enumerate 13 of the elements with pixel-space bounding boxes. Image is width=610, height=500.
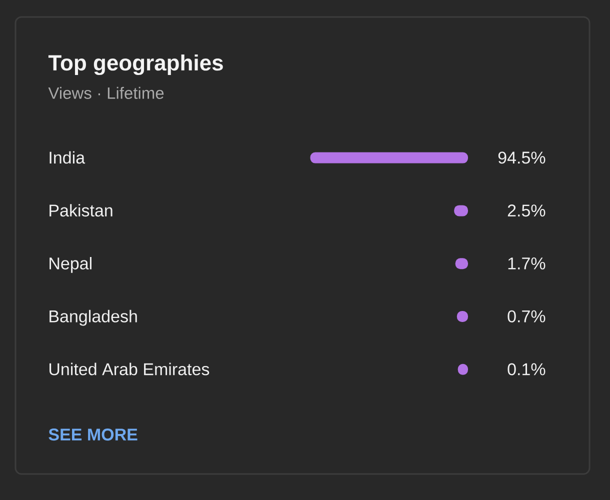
text: Top geographies (48, 54, 223, 76)
data-label: 0.1% (508, 363, 546, 376)
y-tick-label: Pakistan (50, 204, 112, 217)
data-label: 94.5% (498, 152, 546, 164)
text: Views · Lifetime (48, 86, 164, 99)
y-tick-label: India (50, 151, 86, 164)
data-label: 2.5% (508, 204, 546, 217)
data-label: 1.7% (508, 258, 546, 270)
text: SEE MORE (48, 428, 138, 441)
y-tick-label: United Arab Emirates (50, 362, 210, 376)
data-label: 0.7% (508, 310, 546, 322)
y-tick-label: Nepal (50, 256, 92, 273)
y-tick-label: Bangladesh (50, 310, 137, 326)
